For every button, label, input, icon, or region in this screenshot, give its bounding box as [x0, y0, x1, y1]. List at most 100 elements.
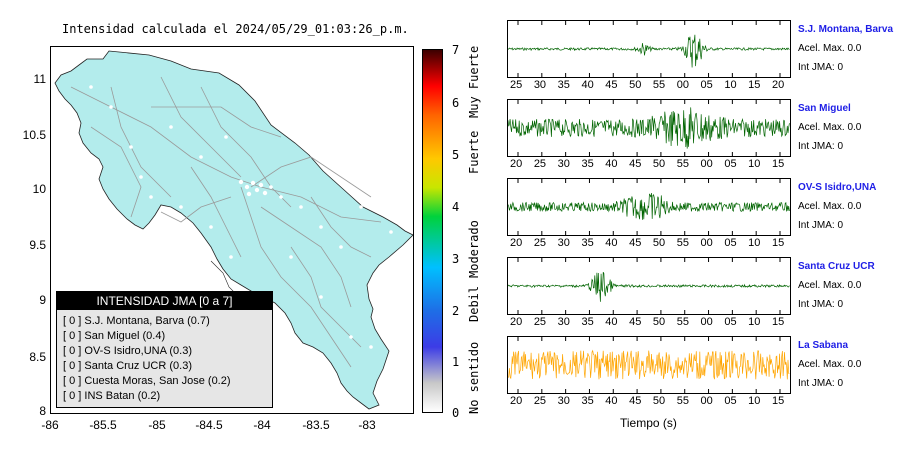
time-tick: 35	[581, 395, 594, 407]
station-name: Santa Cruz UCR	[798, 261, 875, 272]
time-tick: 30	[557, 158, 570, 170]
station-max-accel: Acel. Max. 0.0	[798, 280, 862, 291]
waveform-panel[interactable]	[507, 178, 791, 236]
intensity-colorbar	[422, 49, 443, 413]
time-tick: 25	[533, 316, 547, 328]
time-tick: 15	[772, 395, 785, 407]
time-tick: 20	[510, 395, 523, 407]
time-tick: 20	[510, 237, 523, 249]
colorbar-tick: 7	[452, 43, 460, 57]
lon-tick: -86	[41, 418, 59, 432]
waveform-trace	[508, 21, 790, 77]
time-tick: 00	[700, 237, 713, 249]
colorbar-tick: 3	[452, 252, 460, 266]
time-tick: 05	[724, 158, 737, 170]
intensity-legend: INTENSIDAD JMA [0 a 7] [ 0 ] S.J. Montan…	[56, 291, 273, 408]
colorbar-tick: 1	[452, 355, 460, 369]
seismogram-line	[508, 349, 790, 380]
time-tick: 10	[724, 79, 737, 91]
station-jma-intensity: Int JMA: 0	[798, 220, 844, 231]
legend-header: INTENSIDAD JMA [0 a 7]	[57, 292, 272, 310]
time-tick: 50	[652, 158, 666, 170]
station-max-accel: Acel. Max. 0.0	[798, 122, 862, 133]
colorbar-label-muy-fuerte: Muy Fuerte	[467, 45, 481, 118]
legend-row: [ 0 ] Cuesta Moras, San Jose (0.2)	[63, 375, 231, 387]
seismogram-line	[508, 34, 790, 68]
time-tick: 30	[557, 237, 570, 249]
time-tick: 30	[557, 316, 570, 328]
lat-tick: 9	[39, 293, 46, 307]
waveform-panel[interactable]	[507, 99, 791, 157]
lon-tick: -85.5	[89, 418, 117, 432]
colorbar-label-fuerte: Fuerte	[467, 130, 481, 174]
time-tick: 00	[676, 79, 689, 91]
time-tick: 35	[581, 316, 594, 328]
waveform-trace	[508, 179, 790, 235]
station-name: S.J. Montana, Barva	[798, 24, 894, 35]
time-tick: 45	[605, 79, 618, 91]
costa-rica-landmass	[54, 50, 413, 410]
lon-tick: -83.5	[302, 418, 330, 432]
time-tick: 55	[676, 395, 689, 407]
lon-tick: -83	[358, 418, 376, 432]
time-tick: 35	[581, 158, 594, 170]
lat-tick: 8	[39, 404, 46, 418]
time-tick: 15	[772, 316, 785, 328]
time-tick: 20	[510, 316, 523, 328]
lon-tick: -85	[148, 418, 166, 432]
time-tick: 05	[724, 316, 737, 328]
colorbar-tick: 2	[452, 304, 460, 318]
time-tick: 55	[652, 79, 666, 91]
waveform-trace	[508, 258, 790, 314]
time-tick: 55	[676, 237, 689, 249]
legend-row: [ 0 ] San Miguel (0.4)	[63, 330, 166, 342]
colorbar-label-debil: Debil	[467, 285, 481, 322]
time-tick: 05	[724, 237, 737, 249]
waveform-panel[interactable]	[507, 257, 791, 315]
waveform-trace	[508, 100, 790, 156]
time-tick: 45	[629, 237, 642, 249]
waveform-panel[interactable]	[507, 20, 791, 78]
colorbar-tick: 6	[452, 96, 460, 110]
city-markers	[89, 85, 393, 349]
waveform-panel[interactable]	[507, 336, 791, 394]
time-tick: 45	[629, 316, 642, 328]
costa-rica-map-svg	[54, 50, 413, 410]
time-tick: 25	[533, 395, 547, 407]
colorbar-label-no-sentido: No sentido	[467, 341, 481, 414]
station-max-accel: Acel. Max. 0.0	[798, 359, 862, 370]
time-tick: 00	[700, 395, 713, 407]
time-tick: 15	[772, 158, 785, 170]
time-tick: 10	[748, 316, 761, 328]
time-tick: 40	[605, 395, 618, 407]
station-jma-intensity: Int JMA: 0	[798, 378, 844, 389]
time-tick: 30	[557, 395, 570, 407]
time-tick: 25	[510, 79, 523, 91]
legend-row: [ 0 ] OV-S Isidro,UNA (0.3)	[63, 345, 192, 357]
colorbar-label-moderado: Moderado	[467, 220, 481, 278]
station-name: San Miguel	[798, 103, 851, 114]
lon-tick: -84	[253, 418, 271, 432]
time-tick: 40	[605, 316, 618, 328]
time-tick: 40	[605, 237, 618, 249]
lat-tick: 11	[33, 72, 46, 86]
time-tick: 45	[629, 395, 642, 407]
time-tick: 15	[748, 79, 761, 91]
time-tick: 10	[748, 395, 761, 407]
time-tick: 00	[700, 316, 713, 328]
station-name: La Sabana	[798, 340, 849, 351]
lat-tick: 8.5	[29, 350, 46, 364]
time-tick: 50	[652, 395, 666, 407]
legend-row: [ 0 ] S.J. Montana, Barva (0.7)	[63, 315, 210, 327]
lat-tick: 10	[32, 182, 46, 196]
time-tick: 40	[581, 79, 594, 91]
station-jma-intensity: Int JMA: 0	[798, 62, 844, 73]
colorbar-tick: 0	[452, 406, 460, 420]
time-tick: 20	[772, 79, 785, 91]
colorbar-tick: 4	[452, 200, 460, 214]
lon-tick: -84.5	[195, 418, 223, 432]
time-tick: 05	[700, 79, 713, 91]
seismogram-line	[508, 271, 790, 302]
time-tick: 55	[676, 316, 689, 328]
road-network	[70, 76, 382, 368]
